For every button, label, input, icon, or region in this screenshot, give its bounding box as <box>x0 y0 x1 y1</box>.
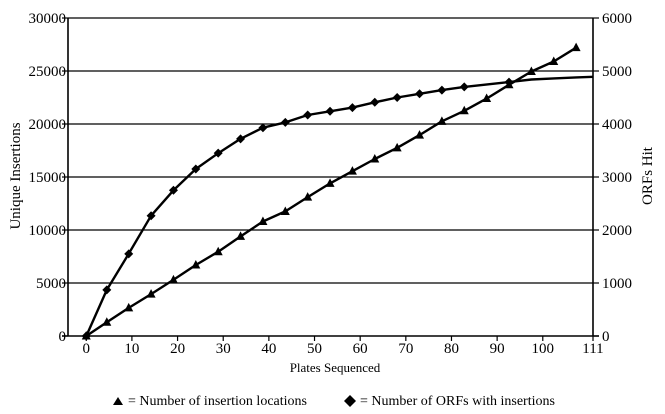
data-point-diamond <box>459 82 469 92</box>
data-point-diamond <box>280 117 290 127</box>
data-point-diamond <box>303 110 313 120</box>
x-tick-label: 0 <box>83 341 91 357</box>
legend-label-orfs: = Number of ORFs with insertions <box>360 394 555 409</box>
legend: = Number of insertion locations = Number… <box>113 394 555 409</box>
y-left-tick-label: 15000 <box>29 170 67 186</box>
legend-marker-diamond-icon <box>344 395 356 407</box>
y-right-tick-label: 0 <box>602 329 610 345</box>
data-point-triangle <box>549 56 559 65</box>
y-left-tick-label: 10000 <box>29 223 67 239</box>
data-point-diamond <box>146 211 156 221</box>
data-point-triangle <box>168 274 178 284</box>
series-line-orfs <box>85 75 594 337</box>
data-point-diamond <box>415 89 425 99</box>
data-point-triangle <box>325 178 335 187</box>
data-point-triangle <box>437 116 447 125</box>
legend-label-insertions: = Number of insertion locations <box>128 394 307 409</box>
data-point-diamond <box>124 249 134 259</box>
data-point-diamond <box>81 331 91 341</box>
axes <box>62 17 599 341</box>
data-point-triangle <box>124 302 134 312</box>
y-right-tick-label: 3000 <box>602 170 632 186</box>
x-tick-label: 40 <box>261 341 276 357</box>
data-point-triangle <box>347 166 357 175</box>
y-left-tick-label: 0 <box>59 329 67 345</box>
series-layer <box>81 42 594 341</box>
x-tick-label: 90 <box>490 341 505 357</box>
data-point-triangle <box>370 153 380 163</box>
data-point-diamond <box>504 77 514 87</box>
data-point-triangle <box>102 317 112 326</box>
y-right-tick-label: 6000 <box>602 11 632 27</box>
x-tick-label: 70 <box>398 341 413 357</box>
data-point-triangle <box>392 142 402 152</box>
data-point-diamond <box>236 134 246 144</box>
data-point-diamond <box>325 106 335 116</box>
gridlines <box>68 17 593 284</box>
y-left-tick-label: 30000 <box>29 11 67 27</box>
x-tick-label: 60 <box>353 341 368 357</box>
data-point-triangle <box>191 259 201 269</box>
y-axis-left-title: Unique Insertions <box>8 122 24 229</box>
tick-labels: 0 10 20 30 40 50 60 70 80 90 100 111050001000015000… <box>29 11 633 357</box>
data-point-triangle <box>526 66 536 76</box>
y-right-tick-label: 5000 <box>602 64 632 80</box>
x-tick-label: 10 <box>124 341 139 357</box>
data-point-triangle <box>571 42 581 52</box>
x-tick-label: 111 <box>582 341 603 357</box>
x-tick-label: 30 <box>216 341 231 357</box>
data-point-triangle <box>303 192 313 201</box>
data-point-diamond <box>392 93 402 102</box>
data-point-triangle <box>482 93 492 103</box>
x-tick-label: 80 <box>444 341 459 357</box>
data-point-triangle <box>459 105 469 115</box>
data-point-triangle <box>236 231 246 240</box>
data-point-triangle <box>280 206 290 215</box>
y-right-tick-label: 4000 <box>602 117 632 133</box>
data-point-diamond <box>213 148 223 158</box>
data-point-diamond <box>370 97 380 107</box>
data-point-diamond <box>258 123 268 133</box>
y-axis-right-title: ORFs Hit <box>640 146 656 205</box>
data-point-diamond <box>437 85 447 95</box>
data-point-diamond <box>102 285 112 295</box>
data-point-diamond <box>347 103 357 113</box>
series-line-insertions <box>85 46 577 337</box>
y-left-tick-label: 25000 <box>29 64 67 80</box>
legend-marker-triangle-icon <box>113 397 123 405</box>
y-left-tick-label: 20000 <box>29 117 67 133</box>
data-point-diamond <box>191 164 201 174</box>
x-tick-label: 50 <box>307 341 322 357</box>
x-tick-label: 100 <box>532 341 555 357</box>
data-point-diamond <box>168 185 178 195</box>
data-point-triangle <box>213 246 223 256</box>
y-right-tick-label: 2000 <box>602 223 632 239</box>
data-point-triangle <box>258 216 268 226</box>
y-right-tick-label: 1000 <box>602 276 632 292</box>
y-left-tick-label: 5000 <box>36 276 66 292</box>
data-point-triangle <box>146 289 156 298</box>
x-axis-title: Plates Sequenced <box>290 360 381 375</box>
data-point-triangle <box>415 130 425 139</box>
x-tick-label: 20 <box>170 341 185 357</box>
